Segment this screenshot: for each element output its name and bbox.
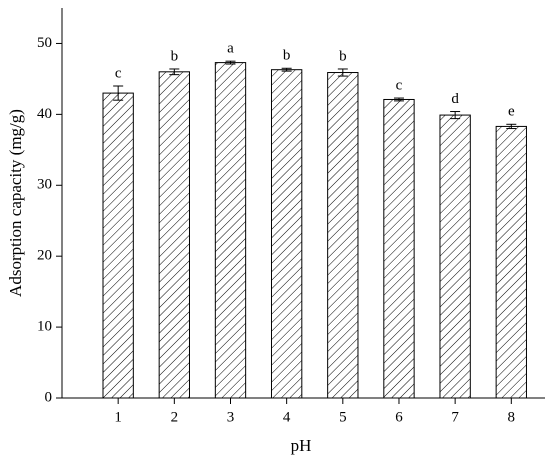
x-tick-label: 5 xyxy=(339,409,347,425)
bar xyxy=(327,72,359,399)
bar xyxy=(270,69,303,399)
y-axis-label: Adsorption capacity (mg/g) xyxy=(6,109,25,297)
significance-label: a xyxy=(227,41,234,57)
y-tick-label: 20 xyxy=(37,248,52,264)
bar xyxy=(214,62,247,399)
y-tick-label: 0 xyxy=(45,389,53,405)
x-tick-label: 1 xyxy=(114,409,122,425)
bar xyxy=(158,71,190,399)
significance-label: c xyxy=(115,65,122,81)
significance-label: e xyxy=(508,104,515,120)
x-tick-label: 3 xyxy=(227,409,235,425)
x-tick-label: 7 xyxy=(451,409,459,425)
significance-label: d xyxy=(451,91,459,107)
significance-label: b xyxy=(283,48,291,64)
x-tick-label: 2 xyxy=(171,409,179,425)
x-axis-label: pH xyxy=(291,436,312,455)
y-tick-label: 40 xyxy=(37,106,52,122)
x-tick-label: 8 xyxy=(508,409,516,425)
x-tick-label: 6 xyxy=(395,409,403,425)
significance-label: b xyxy=(339,48,347,64)
bar xyxy=(102,92,134,399)
significance-label: b xyxy=(171,48,179,64)
bar xyxy=(495,125,527,399)
y-tick-label: 10 xyxy=(37,319,52,335)
significance-label: c xyxy=(396,77,403,93)
y-tick-label: 50 xyxy=(37,35,52,51)
bar xyxy=(383,98,415,399)
x-tick-label: 4 xyxy=(283,409,291,425)
bar xyxy=(439,114,471,399)
y-tick-label: 30 xyxy=(37,177,52,193)
